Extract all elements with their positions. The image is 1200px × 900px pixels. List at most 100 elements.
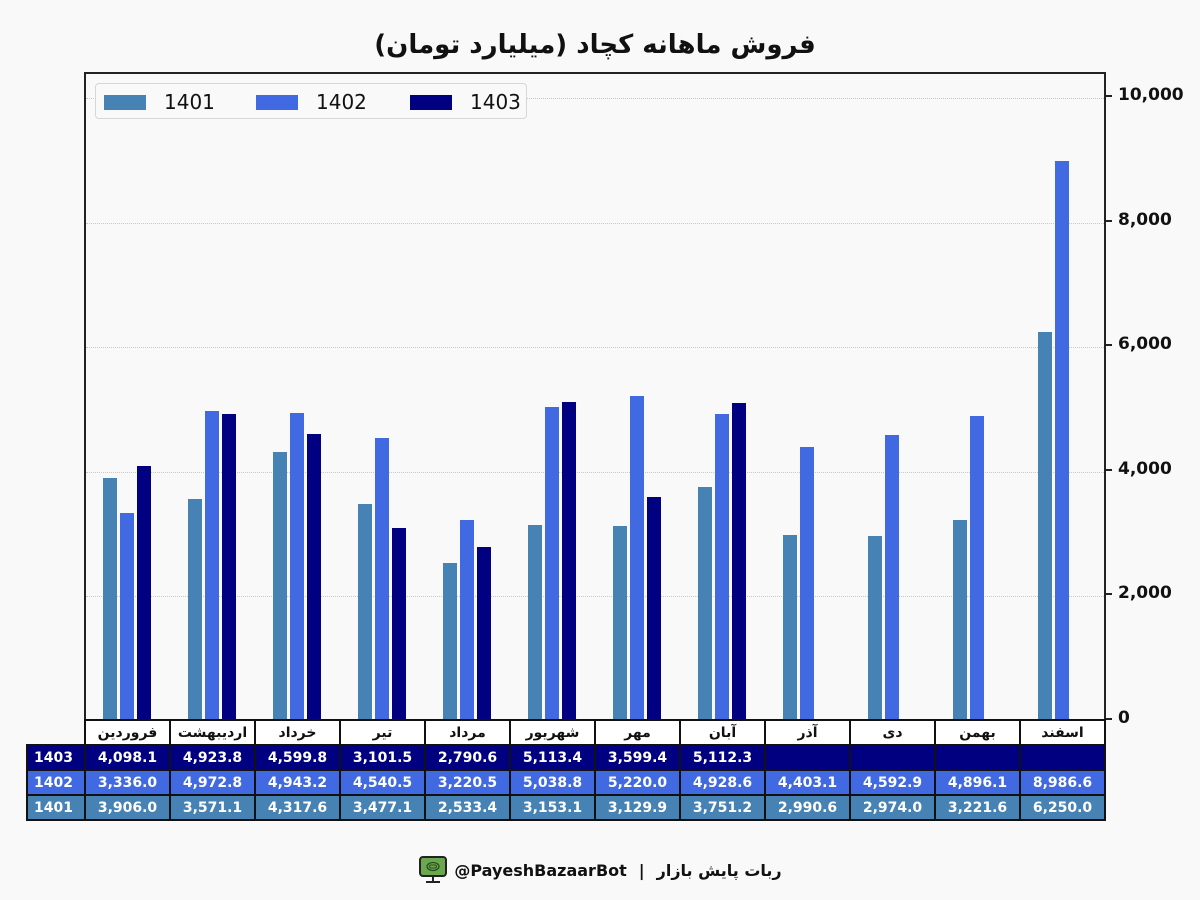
table-cell — [849, 744, 936, 771]
table-cell: 5,112.3 — [679, 744, 766, 771]
table-cell: 3,221.6 — [934, 794, 1021, 821]
table-cell: 3,906.0 — [84, 794, 171, 821]
bar-1401 — [868, 535, 882, 721]
table-cell — [934, 744, 1021, 771]
table-cell: 4,098.1 — [84, 744, 171, 771]
chart-title: فروش ماهانه کچاد (میلیارد تومان) — [374, 30, 816, 60]
y-tick — [1104, 95, 1112, 97]
y-tick — [1104, 344, 1112, 347]
table-cell: 3,751.2 — [679, 794, 766, 821]
table-cell: 4,972.8 — [169, 769, 256, 796]
table-cell: 4,943.2 — [254, 769, 341, 796]
footer-separator: | — [638, 860, 645, 880]
table-cell: 3,129.9 — [594, 794, 681, 821]
table-cell: 4,923.8 — [169, 744, 256, 771]
table-corner — [27, 720, 85, 745]
month-header: مرداد — [424, 719, 511, 746]
table-cell: 4,540.5 — [339, 769, 426, 796]
table-cell — [764, 744, 851, 771]
month-header: اردیبهشت — [169, 719, 256, 746]
bar-1402 — [545, 407, 559, 721]
gridline — [86, 98, 1104, 99]
legend-item-1401: 1401 — [104, 84, 215, 120]
table-cell: 3,571.1 — [169, 794, 256, 821]
gridline — [86, 596, 1104, 598]
y-tick-label: 2,000 — [1118, 583, 1172, 604]
table-cell: 5,113.4 — [509, 744, 596, 771]
table-row-1403: 1403 4,098.1 4,923.8 4,599.8 3,101.5 2,790.6 5… — [26, 744, 1106, 771]
bar-1401 — [188, 498, 202, 721]
table-cell: 8,986.6 — [1019, 769, 1106, 796]
bar-1402 — [715, 413, 729, 721]
y-tick — [1104, 468, 1112, 471]
bar-1402 — [290, 413, 304, 721]
table-cell: 3,220.5 — [424, 769, 511, 796]
table-cell: 3,599.4 — [594, 744, 681, 771]
bar-1401 — [783, 534, 797, 721]
bar-1401 — [1038, 331, 1052, 721]
table-row-1402: 1402 3,336.0 4,972.8 4,943.2 4,540.5 3,220.5 5… — [26, 769, 1106, 796]
table-cell: 3,477.1 — [339, 794, 426, 821]
bar-1403 — [392, 527, 406, 721]
bar-1402 — [205, 411, 219, 721]
table-cell: 4,592.9 — [849, 769, 936, 796]
table-cell: 2,533.4 — [424, 794, 511, 821]
legend-item-1403: 1403 — [410, 84, 521, 120]
table-cell: 4,599.8 — [254, 744, 341, 771]
legend-label: 1402 — [316, 90, 367, 114]
month-header: آبان — [679, 719, 766, 746]
bar-1401 — [358, 504, 372, 721]
table-cell: 4,928.6 — [679, 769, 766, 796]
y-tick-label: 4,000 — [1118, 458, 1172, 479]
month-header: دی — [849, 719, 936, 746]
y-tick — [1104, 718, 1112, 720]
bar-1401 — [698, 487, 712, 721]
table-cell: 6,250.0 — [1019, 794, 1106, 821]
bar-1402 — [970, 415, 984, 721]
legend-label: 1401 — [164, 90, 215, 114]
plot-area: 1401 1402 1403 — [84, 72, 1106, 721]
bar-1403 — [732, 402, 746, 721]
month-header: آذر — [764, 719, 851, 746]
footer: @PayeshBazaarBot | ربات پایش بازار — [0, 855, 1200, 885]
bar-1402 — [800, 446, 814, 721]
bar-1403 — [562, 402, 576, 721]
legend-swatch-1403 — [410, 94, 452, 110]
month-header: بهمن — [934, 719, 1021, 746]
bot-handle: @PayeshBazaarBot — [454, 860, 627, 880]
bar-1401 — [953, 520, 967, 721]
row-label: 1402 — [26, 769, 86, 796]
bar-1403 — [307, 434, 321, 721]
y-tick-label: 6,000 — [1118, 334, 1172, 355]
bar-1403 — [137, 465, 151, 721]
table-header-row: فروردین اردیبهشت خرداد تیر مرداد شهریور مهر آبا… — [27, 719, 1106, 746]
row-label: 1403 — [26, 744, 86, 771]
legend: 1401 1402 1403 — [95, 83, 527, 119]
month-header: فروردین — [84, 719, 171, 746]
table-cell: 3,153.1 — [509, 794, 596, 821]
bar-1402 — [1055, 161, 1069, 721]
y-tick — [1104, 593, 1112, 596]
table-cell: 4,317.6 — [254, 794, 341, 821]
gridline — [86, 347, 1104, 349]
bar-1402 — [885, 434, 899, 721]
bar-1401 — [103, 477, 117, 721]
legend-label: 1403 — [470, 90, 521, 114]
y-tick — [1104, 219, 1112, 222]
bar-1402 — [630, 395, 644, 721]
table-cell — [1019, 744, 1106, 771]
legend-item-1402: 1402 — [256, 84, 367, 120]
month-header: خرداد — [254, 719, 341, 746]
month-header: تیر — [339, 719, 426, 746]
gridline — [86, 222, 1104, 224]
bar-1401 — [443, 563, 457, 721]
data-table: فروردین اردیبهشت خرداد تیر مرداد شهریور مهر آبا… — [26, 719, 1106, 821]
y-tick-label: 8,000 — [1118, 209, 1172, 230]
table-cell: 3,101.5 — [339, 744, 426, 771]
month-header: اسفند — [1019, 719, 1106, 746]
bar-1401 — [273, 452, 287, 721]
table-cell: 2,990.6 — [764, 794, 851, 821]
legend-swatch-1402 — [256, 94, 298, 110]
table-cell: 2,790.6 — [424, 744, 511, 771]
monitor-bot-icon — [419, 856, 448, 883]
